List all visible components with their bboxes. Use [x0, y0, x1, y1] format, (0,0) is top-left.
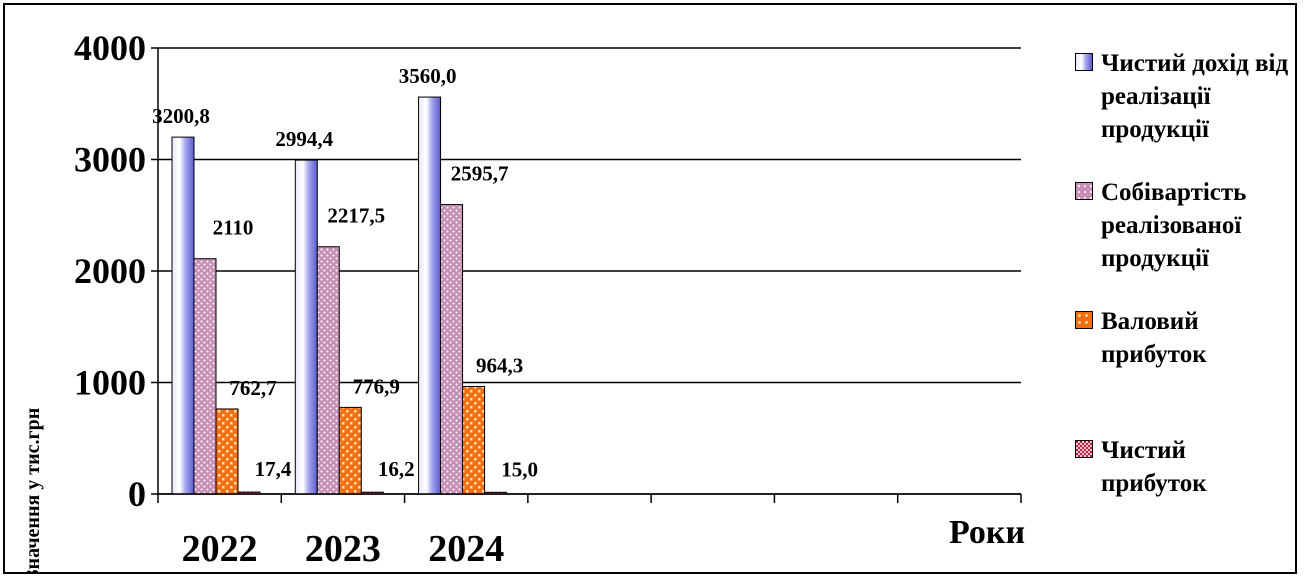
data-label: 17,4	[255, 457, 292, 481]
data-label: 2994,4	[275, 127, 333, 151]
bar-1-2022	[171, 136, 195, 495]
bar-2-2024	[440, 204, 464, 495]
data-label: 2217,5	[327, 204, 385, 228]
data-label: 2110	[213, 216, 254, 240]
legend-label: Чистий прибуток	[1101, 437, 1207, 497]
x-category-label: 2024	[428, 528, 504, 570]
legend-item: Чистий дохід від реалізації продукції	[1075, 47, 1291, 146]
bar-chart: 3200,8 2110 762,7 17,4 2994,4 2217,5 776,9 16,2…	[22, 28, 1025, 572]
y-axis-title: Значення у тис.грн	[22, 408, 44, 572]
bar-3-2023	[338, 406, 362, 495]
legend-label: Валовий прибуток	[1101, 308, 1207, 368]
data-label: 762,7	[229, 376, 276, 400]
legend-item: Валовий прибуток	[1075, 305, 1291, 371]
data-label: 16,2	[378, 457, 415, 481]
x-axis-title: Роки	[949, 514, 1025, 551]
x-category-label: 2022	[182, 528, 258, 570]
y-tick-label: 2000	[74, 251, 146, 291]
bar-2-2023	[316, 246, 340, 495]
bar-2-2022	[193, 258, 217, 495]
legend-item: Чистий прибуток	[1075, 434, 1291, 500]
legend-label: Чистий дохід від реалізації продукції	[1101, 50, 1289, 143]
data-label: 776,9	[353, 374, 400, 398]
legend-swatch	[1075, 182, 1093, 200]
legend-swatch	[1075, 53, 1093, 71]
y-tick-label: 4000	[74, 28, 146, 68]
bar-3-2024	[462, 385, 486, 495]
data-label: 2595,7	[451, 162, 509, 186]
legend-swatch	[1075, 311, 1093, 329]
bar-1-2023	[294, 159, 318, 495]
x-category-label: 2023	[305, 528, 381, 570]
data-label: 3560,0	[399, 64, 457, 88]
y-tick-label: 0	[128, 474, 146, 514]
data-label: 15,0	[501, 457, 538, 481]
data-label: 3200,8	[152, 104, 210, 128]
bar-1-2024	[418, 96, 442, 495]
bar-3-2022	[215, 408, 239, 495]
legend-label: Собівартість реалізованої продукції	[1101, 179, 1247, 272]
legend-item: Собівартість реалізованої продукції	[1075, 176, 1291, 275]
legend-swatch	[1075, 440, 1093, 458]
data-label: 964,3	[476, 353, 523, 377]
y-tick-label: 3000	[74, 140, 146, 180]
chart-frame: 3200,8 2110 762,7 17,4 2994,4 2217,5 776,9 16,2…	[3, 3, 1297, 574]
y-tick-label: 1000	[74, 363, 146, 403]
